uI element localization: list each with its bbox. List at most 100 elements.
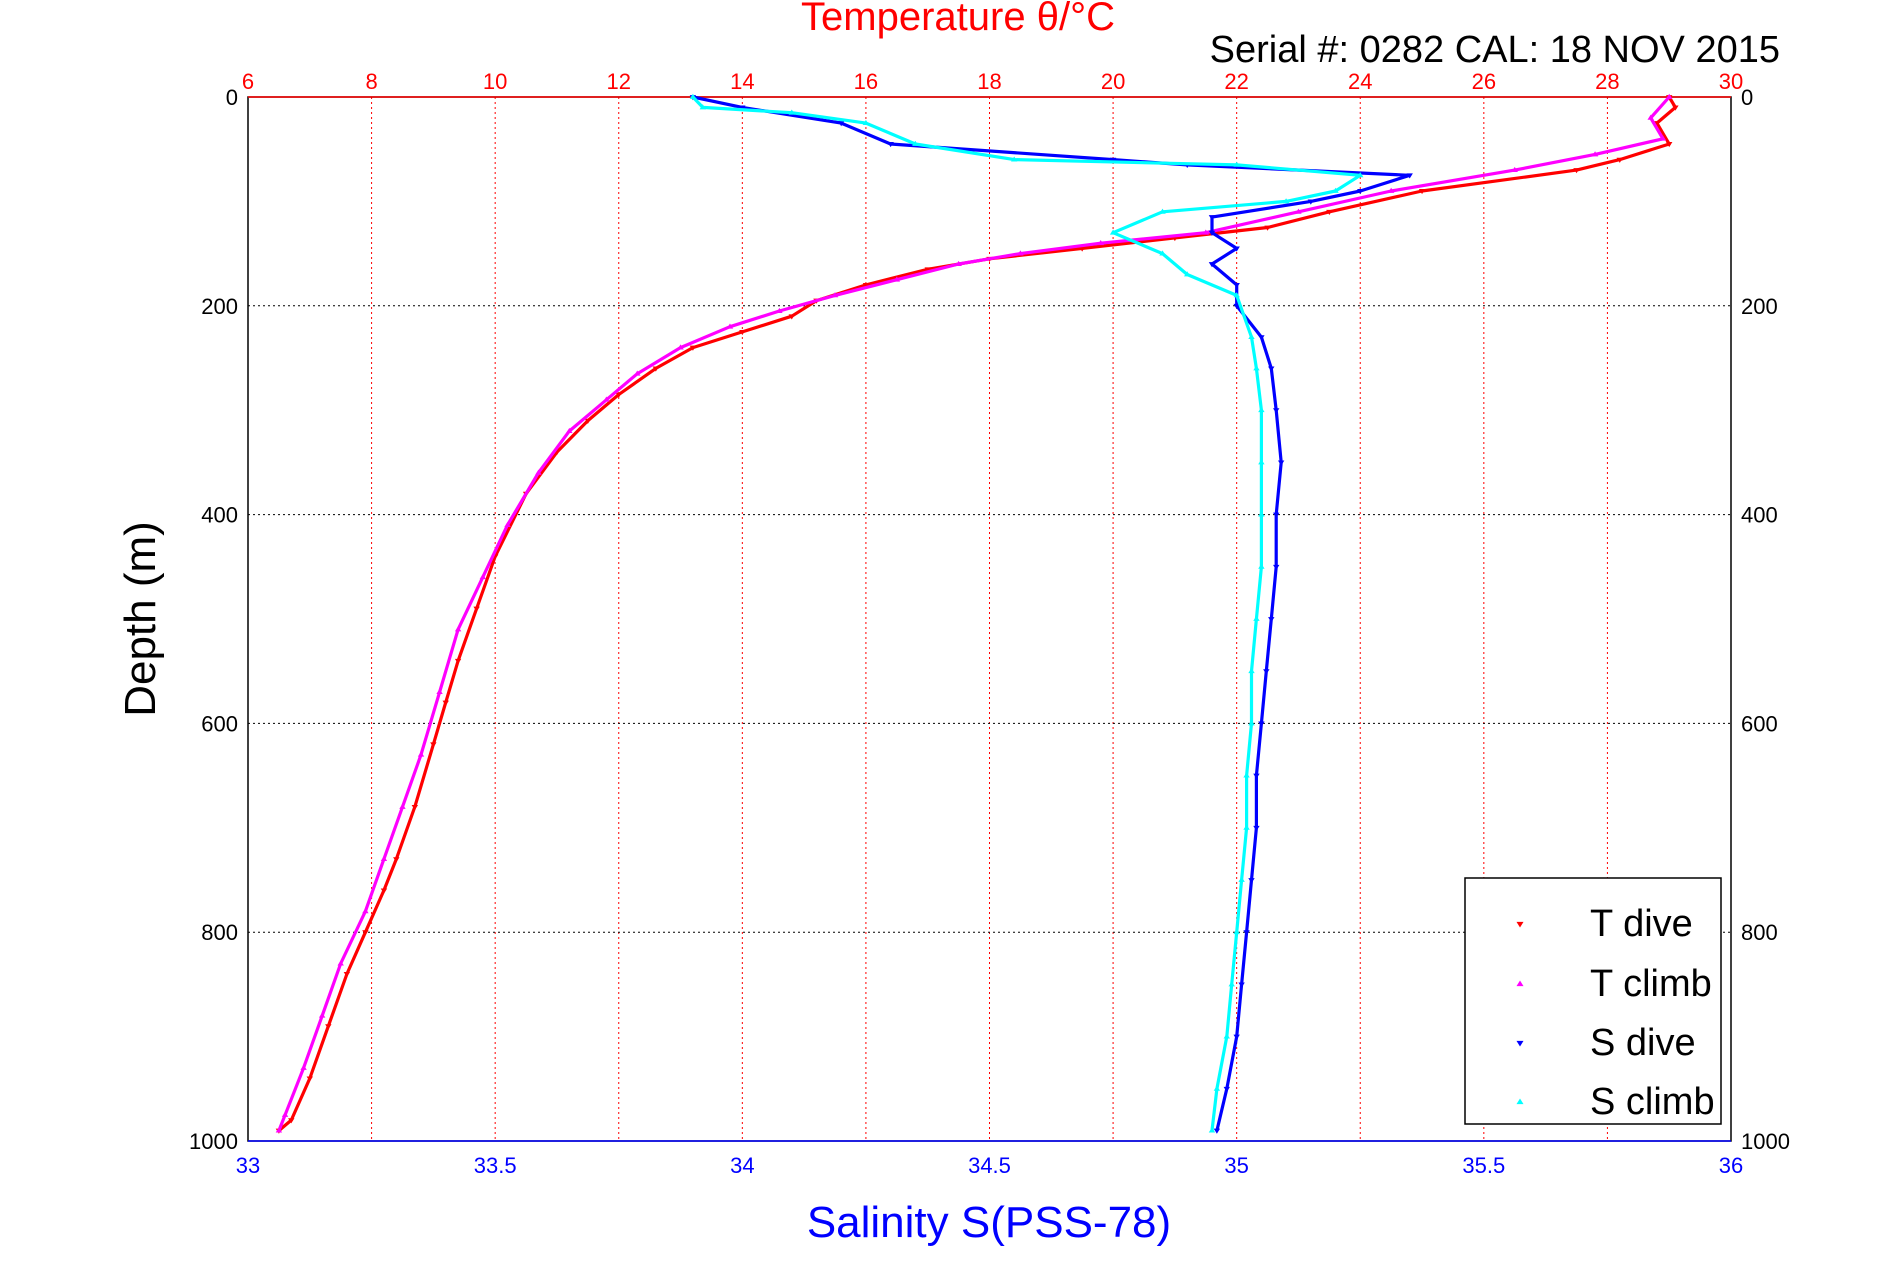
x-top-tick-label: 12 <box>607 69 631 94</box>
series-s-climb <box>689 93 1364 1133</box>
data-point <box>411 805 419 811</box>
x-top-tick-label: 14 <box>730 69 754 94</box>
data-point <box>1159 250 1166 256</box>
chart-title: Temperature θ/°C <box>801 0 1115 39</box>
x-top-tick-label: 22 <box>1224 69 1248 94</box>
data-point <box>1666 93 1673 99</box>
data-point <box>1253 825 1260 831</box>
data-point <box>1253 615 1260 621</box>
legend-label: T climb <box>1590 963 1712 1005</box>
data-point <box>1282 198 1290 204</box>
data-point <box>1264 225 1271 231</box>
x-axis-label: Salinity S(PSS-78) <box>807 1198 1171 1247</box>
legend-marker <box>1516 921 1524 928</box>
data-point <box>924 267 931 273</box>
series-line <box>691 95 1362 1131</box>
x-top-tick-label: 6 <box>242 69 254 94</box>
data-point <box>1109 229 1117 235</box>
data-point <box>1277 460 1285 466</box>
x-top-tick-label: 24 <box>1348 69 1372 94</box>
x-bottom-tick-label: 34 <box>730 1153 754 1178</box>
data-point <box>726 323 734 329</box>
data-point <box>1243 824 1250 830</box>
data-point <box>1223 1033 1230 1039</box>
data-point <box>634 370 641 376</box>
data-point <box>1248 720 1255 726</box>
data-point <box>1233 161 1240 167</box>
x-bottom-tick-label: 35 <box>1224 1153 1248 1178</box>
data-point <box>1357 189 1364 195</box>
x-top-tick-label: 10 <box>483 69 507 94</box>
data-point <box>955 260 962 266</box>
data-point <box>584 418 592 424</box>
data-point <box>504 521 511 527</box>
data-point <box>454 626 462 632</box>
series-t-climb <box>275 93 1673 1133</box>
data-point <box>325 1024 332 1030</box>
data-point <box>1223 1086 1230 1092</box>
data-point <box>380 855 388 862</box>
data-point <box>1202 229 1209 235</box>
data-point <box>318 1012 326 1018</box>
data-point <box>281 1111 289 1117</box>
data-point <box>838 121 845 127</box>
y-left-tick-label: 200 <box>201 294 238 319</box>
data-point <box>862 119 870 126</box>
data-point <box>362 908 369 914</box>
data-point <box>1672 105 1679 111</box>
legend-label: S dive <box>1590 1022 1696 1064</box>
data-point <box>1233 929 1240 935</box>
data-point <box>306 1076 313 1082</box>
y-right-tick-label: 1000 <box>1741 1129 1790 1154</box>
data-point <box>1406 173 1413 179</box>
legend-marker <box>1516 1098 1524 1105</box>
data-point <box>1233 1034 1240 1040</box>
data-point <box>1258 407 1265 413</box>
legend-marker <box>1516 980 1524 987</box>
x-top-tick-label: 28 <box>1595 69 1619 94</box>
x-top-tick-label: 18 <box>977 69 1001 94</box>
data-point <box>1213 1128 1221 1134</box>
legend-label: T dive <box>1590 903 1693 945</box>
data-point <box>1238 982 1245 988</box>
data-point <box>1258 563 1265 569</box>
y-right-tick-label: 400 <box>1741 503 1778 528</box>
data-point <box>479 574 487 580</box>
data-point <box>1307 199 1315 205</box>
data-point <box>677 344 684 350</box>
data-point <box>1418 189 1426 195</box>
x-top-tick-label: 26 <box>1472 69 1496 94</box>
data-point <box>1258 459 1265 465</box>
data-point <box>1258 721 1265 727</box>
y-left-tick-label: 1000 <box>189 1129 238 1154</box>
x-bottom-tick-label: 33 <box>236 1153 260 1178</box>
y-right-tick-label: 600 <box>1741 711 1778 736</box>
legend-box <box>1464 877 1722 1125</box>
x-top-tick-label: 30 <box>1719 69 1743 94</box>
data-point <box>615 392 622 398</box>
data-point <box>380 888 388 894</box>
y-right-tick-label: 0 <box>1741 85 1753 110</box>
data-point <box>1248 878 1255 884</box>
data-point <box>275 1127 283 1133</box>
data-point <box>1208 1127 1216 1133</box>
y-axis-label: Depth (m) <box>116 521 165 717</box>
series-t-dive <box>275 95 1679 1134</box>
data-point <box>1295 208 1302 214</box>
y-left-tick-label: 800 <box>201 920 238 945</box>
y-left-tick-label: 0 <box>226 85 238 110</box>
data-point <box>1273 408 1280 414</box>
y-right-tick-label: 200 <box>1741 294 1778 319</box>
data-point <box>1213 1085 1221 1091</box>
data-point <box>1159 208 1166 214</box>
data-point <box>788 109 795 115</box>
data-point <box>288 1118 295 1124</box>
x-top-tick-label: 8 <box>365 69 377 94</box>
series-line <box>692 95 1412 1131</box>
data-point <box>1243 930 1250 936</box>
data-point <box>912 140 919 146</box>
legend: T dive T climb S dive S climb <box>1464 877 1722 1125</box>
data-point <box>1208 215 1216 221</box>
